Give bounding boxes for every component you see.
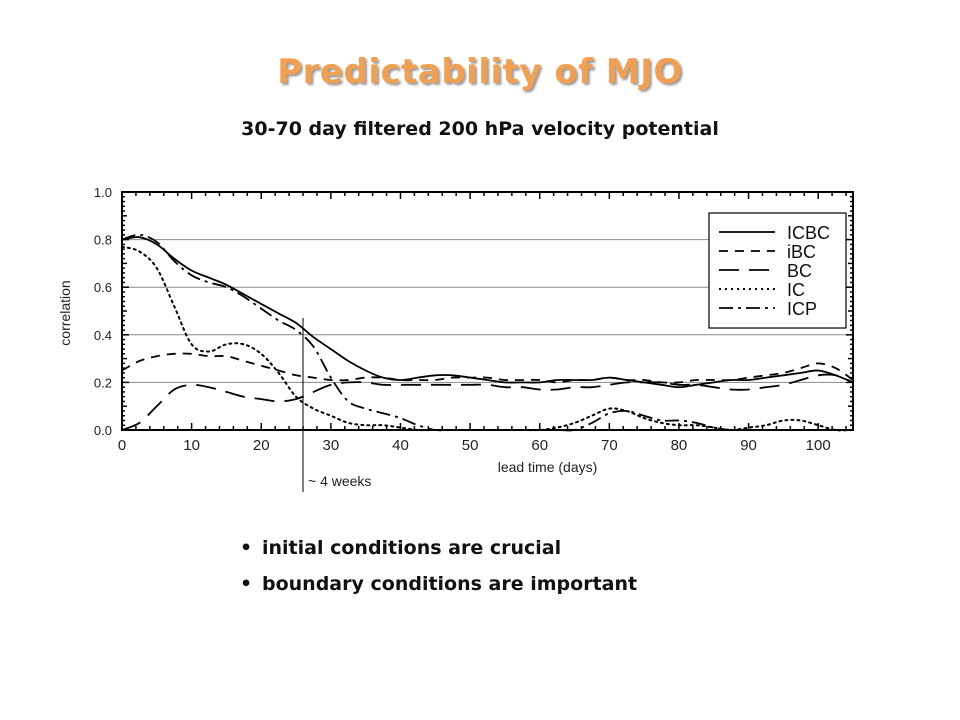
slide-title: Predictability of MJO [277, 52, 683, 92]
y-axis-label: correlation [57, 280, 73, 345]
x-tick-label: 0 [118, 437, 126, 454]
legend-label: ICP [787, 299, 817, 319]
y-tick-label: 0.4 [94, 328, 112, 343]
series-line-bc [121, 373, 854, 431]
series-line-icbc [121, 236, 854, 389]
legend-label: ICBC [787, 223, 830, 243]
y-tick-label: 0.0 [94, 423, 112, 438]
y-tick-label: 0.8 [94, 233, 112, 248]
chart-title: 30-70 day filtered 200 hPa velocity pote… [241, 118, 719, 140]
bullet-dot: • [240, 573, 253, 595]
x-tick-label: 10 [183, 437, 200, 454]
x-axis-label: lead time (days) [498, 459, 598, 475]
legend-label: IC [787, 280, 805, 300]
bullet-item: • initial conditions are crucial [240, 532, 637, 568]
x-tick-label: 70 [601, 437, 618, 454]
bullet-text: initial conditions are crucial [262, 537, 562, 559]
x-tick-label: 60 [531, 437, 548, 454]
bullet-list: • initial conditions are crucial • boundar… [240, 532, 637, 604]
series-line-ibc [121, 352, 854, 384]
x-tick-label: 40 [392, 437, 409, 454]
y-tick-label: 0.2 [94, 375, 112, 390]
x-tick-label: 50 [462, 437, 479, 454]
bullet-text: boundary conditions are important [262, 573, 638, 595]
x-tick-label: 100 [806, 437, 831, 454]
y-tick-label: 1.0 [94, 185, 112, 200]
bullet-item: • boundary conditions are important [240, 568, 637, 604]
legend-label: BC [787, 261, 812, 281]
x-tick-label: 80 [671, 437, 688, 454]
plot-frame [121, 191, 854, 431]
x-tick-label: 90 [740, 437, 757, 454]
y-tick-label: 0.6 [94, 280, 112, 295]
legend-label: iBC [787, 242, 816, 262]
x-tick-label: 20 [253, 437, 270, 454]
annotation-label: ~ 4 weeks [308, 473, 371, 489]
bullet-dot: • [240, 537, 253, 559]
x-tick-label: 30 [323, 437, 340, 454]
